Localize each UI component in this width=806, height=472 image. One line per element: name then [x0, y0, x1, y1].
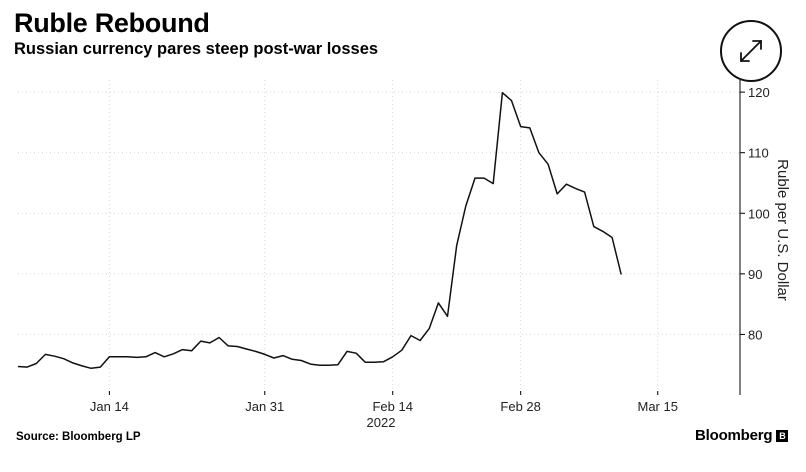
chart-subtitle: Russian currency pares steep post-war lo…	[14, 40, 379, 58]
expand-arrows-icon	[740, 40, 762, 62]
y-tick-label: 80	[748, 327, 762, 342]
axis-layer	[108, 80, 745, 395]
source-note: Source: Bloomberg LP	[16, 431, 141, 443]
y-tick-label: 90	[748, 267, 762, 282]
expand-button[interactable]	[720, 20, 782, 82]
y-axis-title: Ruble per U.S. Dollar	[774, 159, 791, 301]
x-tick-label: Jan 31	[245, 399, 284, 414]
y-tick-label: 100	[748, 206, 770, 221]
x-tick-label: Jan 14	[90, 399, 129, 414]
series-line-ruble-usd	[17, 91, 622, 370]
chart-title: Ruble Rebound	[14, 8, 210, 38]
series-layer	[17, 91, 622, 370]
brand-name: Bloomberg	[695, 427, 773, 444]
brand-logo: Bloomberg B	[695, 427, 789, 444]
labels-layer: 80 90 100 110 120 Jan 14 Jan 31 Feb 14 Feb 28 Mar…	[90, 85, 770, 414]
y-tick-label: 110	[748, 146, 769, 161]
x-tick-label: Mar 15	[638, 399, 678, 414]
brand-mark-icon: B	[776, 429, 789, 442]
grid-layer	[18, 80, 740, 395]
x-axis-year-label: 2022	[367, 415, 396, 430]
x-tick-label: Feb 28	[500, 399, 540, 414]
y-tick-label: 120	[748, 85, 770, 100]
x-tick-label: Feb 14	[372, 399, 412, 414]
